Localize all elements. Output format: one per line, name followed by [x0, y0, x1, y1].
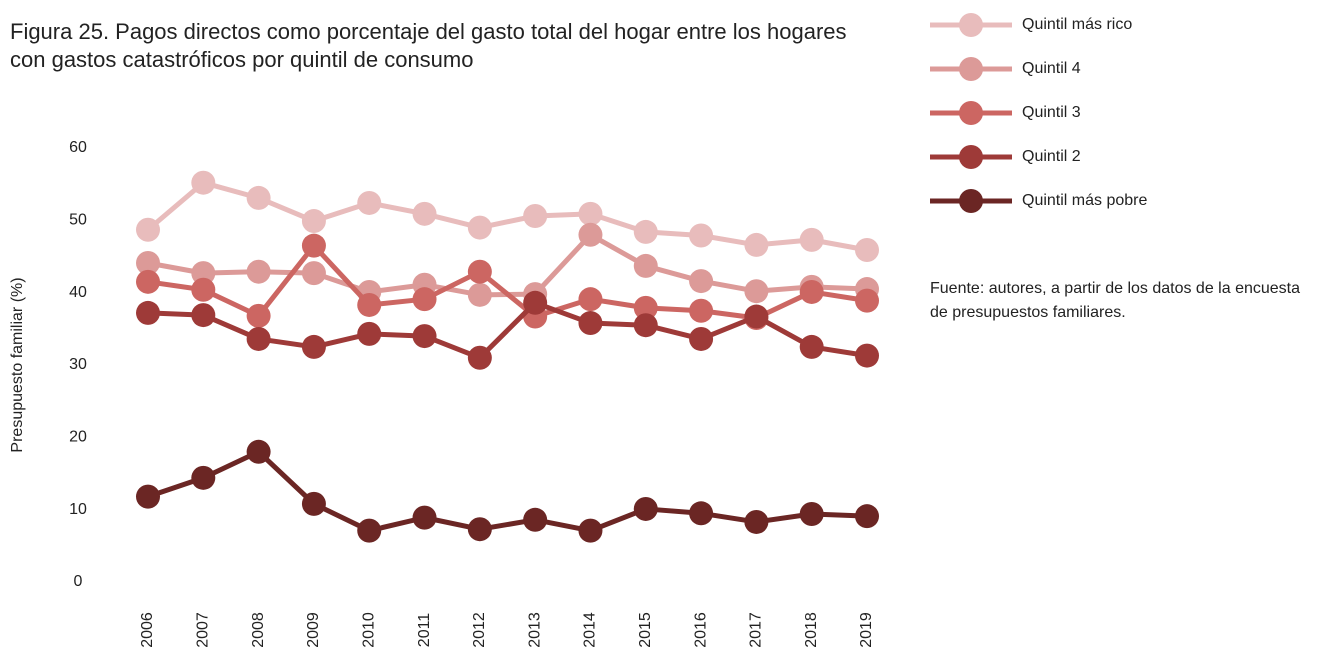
- data-point: [357, 321, 382, 346]
- data-point: [136, 251, 160, 276]
- data-point: [191, 261, 216, 286]
- y-tick-label: 50: [69, 212, 87, 229]
- data-point: [467, 345, 492, 370]
- data-point: [744, 279, 769, 304]
- data-point: [799, 334, 824, 359]
- y-tick-label: 40: [69, 284, 87, 301]
- data-point: [523, 290, 548, 315]
- data-point: [246, 185, 271, 210]
- data-point: [855, 343, 879, 368]
- data-point: [357, 292, 382, 317]
- data-point: [467, 259, 492, 284]
- data-point: [855, 237, 879, 262]
- x-tick-label: 2019: [858, 612, 875, 648]
- data-point: [412, 324, 437, 349]
- data-point: [578, 222, 603, 247]
- data-point: [191, 303, 216, 328]
- data-point: [467, 215, 492, 240]
- data-point: [689, 223, 714, 248]
- y-tick-label: 20: [69, 429, 87, 446]
- data-point: [799, 227, 824, 252]
- data-point: [301, 334, 326, 359]
- legend-label: Quintil 3: [1022, 104, 1081, 121]
- x-tick-label: 2010: [360, 612, 377, 648]
- chart-title: Figura 25. Pagos directos como porcentaj…: [10, 19, 847, 72]
- legend-marker: [959, 101, 983, 125]
- data-point: [523, 203, 548, 228]
- data-point: [633, 253, 658, 278]
- data-point: [578, 201, 603, 226]
- data-point: [301, 491, 326, 516]
- data-point: [357, 190, 382, 215]
- x-tick-label: 2006: [139, 612, 156, 648]
- data-point: [799, 502, 824, 527]
- data-point: [412, 201, 437, 226]
- y-tick-label: 0: [74, 573, 83, 590]
- data-point: [246, 326, 271, 351]
- data-point: [523, 507, 548, 532]
- data-point: [191, 277, 216, 302]
- data-point: [136, 484, 160, 509]
- data-point: [744, 232, 769, 257]
- data-point: [136, 269, 160, 294]
- y-tick-label: 60: [69, 139, 87, 156]
- x-tick-label: 2008: [250, 612, 267, 648]
- x-tick-label: 2017: [748, 612, 765, 648]
- data-point: [412, 505, 437, 530]
- data-point: [689, 269, 714, 294]
- data-point: [633, 496, 658, 521]
- x-tick-label: 2011: [416, 613, 433, 648]
- data-point: [578, 287, 603, 312]
- legend-label: Quintil más rico: [1022, 16, 1132, 33]
- data-point: [467, 282, 492, 307]
- data-point: [301, 261, 326, 286]
- data-point: [357, 518, 382, 543]
- source-note: Fuente: autores, a partir de los datos d…: [930, 280, 1301, 321]
- legend-marker: [959, 57, 983, 81]
- legend-marker: [959, 189, 983, 213]
- x-tick-label: 2009: [305, 612, 322, 648]
- data-point: [301, 209, 326, 234]
- legend-label: Quintil 2: [1022, 148, 1081, 165]
- x-tick-label: 2013: [526, 612, 543, 648]
- data-point: [246, 439, 271, 464]
- data-point: [633, 295, 658, 320]
- data-point: [136, 300, 160, 325]
- data-point: [744, 509, 769, 534]
- x-tick-label: 2007: [195, 612, 212, 648]
- y-tick-label: 10: [69, 501, 87, 518]
- data-point: [689, 326, 714, 351]
- data-point: [689, 501, 714, 526]
- data-point: [191, 170, 216, 195]
- data-point: [689, 298, 714, 323]
- data-point: [633, 219, 658, 244]
- legend-marker: [959, 13, 983, 37]
- data-point: [136, 217, 160, 242]
- data-point: [578, 518, 603, 543]
- data-point: [246, 303, 271, 328]
- data-point: [467, 517, 492, 542]
- data-point: [412, 287, 437, 312]
- data-point: [799, 279, 824, 304]
- x-tick-label: 2015: [637, 612, 654, 648]
- x-tick-label: 2012: [471, 612, 488, 648]
- data-point: [578, 311, 603, 336]
- data-point: [744, 304, 769, 329]
- x-tick-label: 2016: [692, 612, 709, 648]
- data-point: [855, 288, 879, 313]
- data-point: [855, 504, 879, 529]
- y-axis-label: Presupuesto familiar (%): [9, 277, 26, 452]
- data-point: [633, 313, 658, 338]
- legend-label: Quintil más pobre: [1022, 192, 1147, 209]
- x-tick-label: 2014: [582, 612, 599, 648]
- legend-label: Quintil 4: [1022, 60, 1081, 77]
- y-tick-label: 30: [69, 356, 87, 373]
- data-point: [191, 465, 216, 490]
- data-point: [246, 259, 271, 284]
- data-point: [301, 233, 326, 258]
- legend-marker: [959, 145, 983, 169]
- x-tick-label: 2018: [803, 612, 820, 648]
